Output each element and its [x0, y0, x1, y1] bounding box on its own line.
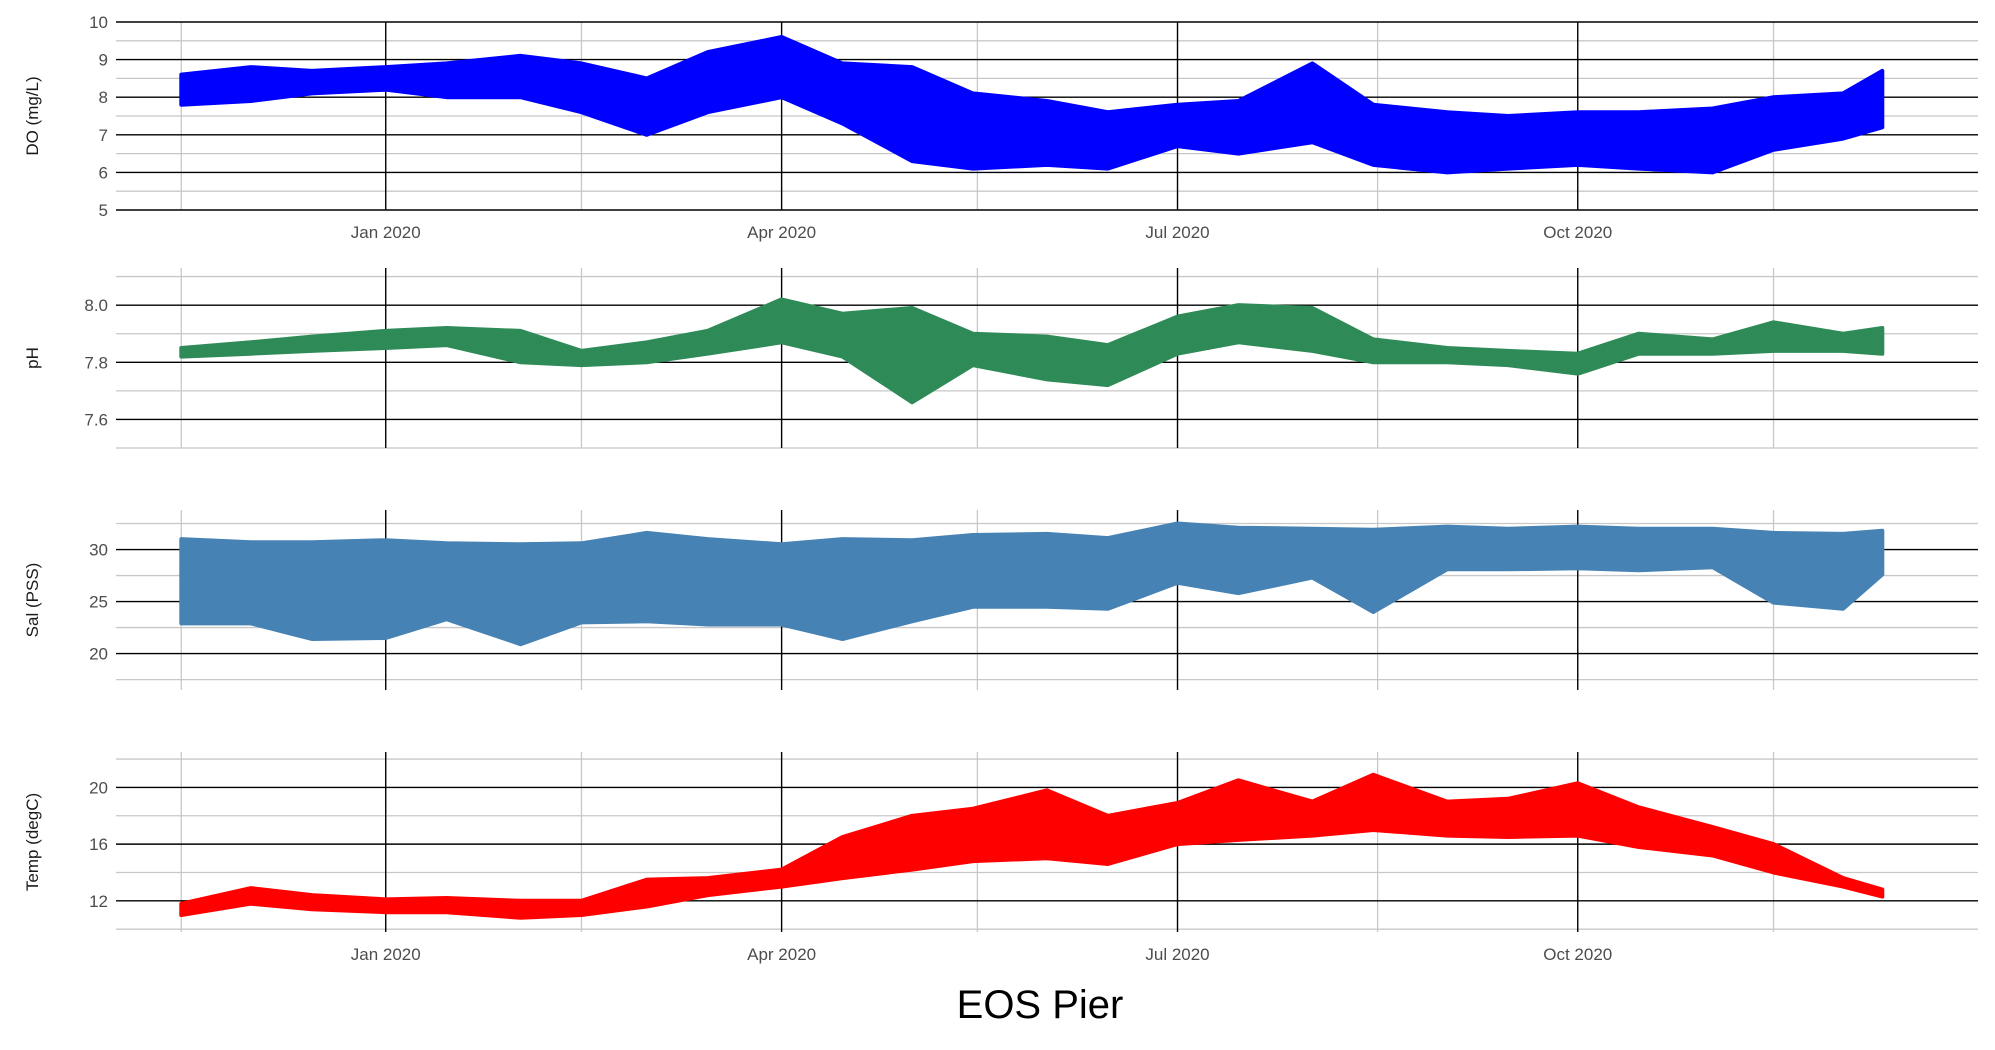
temp-series-band	[179, 772, 1885, 920]
temp-ytick-label: 12	[89, 892, 108, 911]
do-xtick-label: Jan 2020	[351, 223, 421, 242]
ph-ytick-label: 7.8	[84, 353, 108, 372]
do-ytick-label: 8	[99, 88, 108, 107]
do-xtick-label: Apr 2020	[747, 223, 816, 242]
sal-series-band	[179, 521, 1885, 647]
temp-xtick-label: Apr 2020	[747, 945, 816, 964]
temp-ylabel: Temp (degC)	[23, 793, 42, 891]
temp-xtick-label: Jul 2020	[1145, 945, 1209, 964]
panel-temp: 12 16 20 Temp (degC) Jan 2020 Apr 2020 Jul 202…	[23, 752, 1978, 964]
temp-ytick-label: 20	[89, 778, 108, 797]
ph-series-band	[179, 297, 1885, 405]
panel-ph: 7.6 7.8 8.0 pH	[23, 268, 1978, 449]
temp-ytick-label: 16	[89, 835, 108, 854]
temp-xtick-label: Oct 2020	[1543, 945, 1612, 964]
sal-ylabel: Sal (PSS)	[23, 563, 42, 638]
do-ytick-label: 10	[89, 13, 108, 32]
ph-ylabel: pH	[23, 347, 42, 369]
panel-do: 5 6 7 8 9 10 DO (mg/L) Jan 2020 Apr 2020 Jul 2020…	[23, 13, 1978, 242]
x-axis-title: EOS Pier	[957, 983, 1124, 1027]
ph-ytick-label: 7.6	[84, 410, 108, 429]
do-ylabel: DO (mg/L)	[23, 76, 42, 155]
sal-ytick-label: 30	[89, 541, 108, 560]
do-xtick-label: Jul 2020	[1145, 223, 1209, 242]
sal-ytick-label: 20	[89, 645, 108, 664]
do-ytick-label: 6	[99, 163, 108, 182]
do-series-band	[179, 35, 1885, 175]
ph-ytick-label: 8.0	[84, 296, 108, 315]
temp-xtick-label: Jan 2020	[351, 945, 421, 964]
sal-ytick-label: 25	[89, 593, 108, 612]
do-ytick-label: 9	[99, 51, 108, 70]
do-xtick-label: Oct 2020	[1543, 223, 1612, 242]
do-ytick-label: 5	[99, 201, 108, 220]
panel-sal: 20 25 30 Sal (PSS)	[23, 510, 1978, 690]
do-ytick-label: 7	[99, 126, 108, 145]
